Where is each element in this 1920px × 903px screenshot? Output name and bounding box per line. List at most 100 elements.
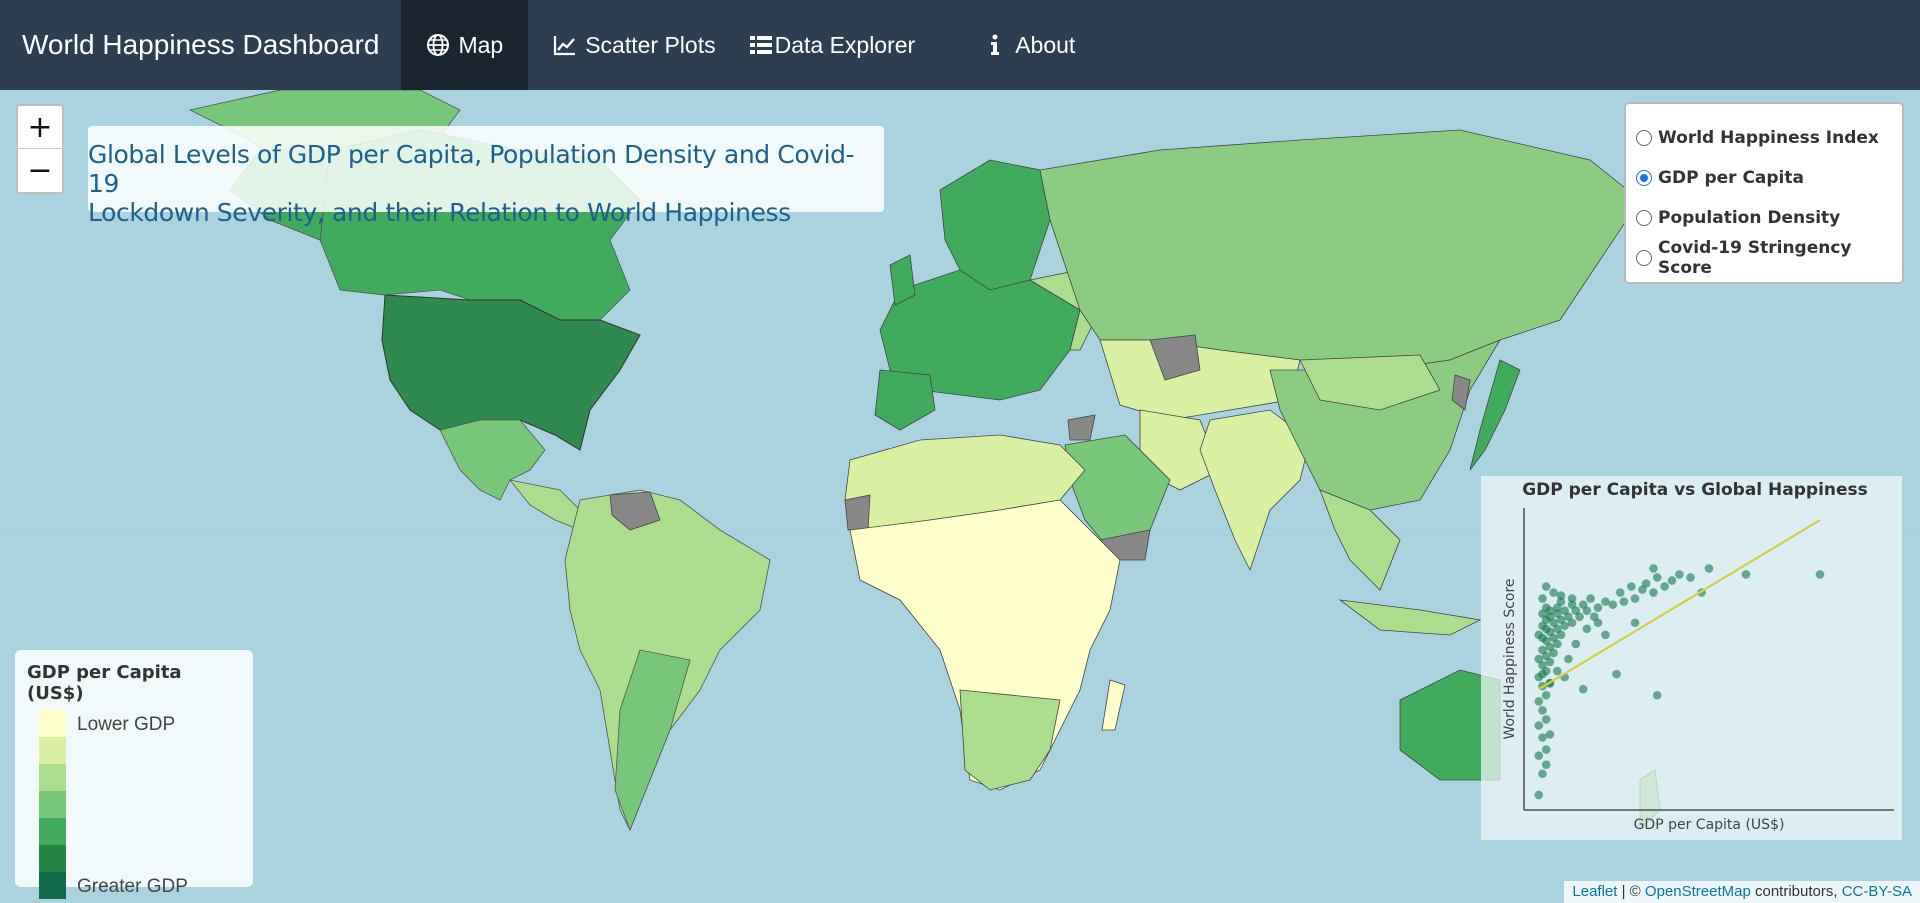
scatter-point[interactable]: [1534, 654, 1544, 664]
region-mongolia[interactable]: [1299, 354, 1441, 411]
region-russia[interactable]: [1039, 129, 1641, 371]
scatter-point[interactable]: [1564, 654, 1573, 664]
tab-about[interactable]: About: [940, 0, 1100, 90]
scatter-point[interactable]: [1541, 760, 1551, 769]
radio-button[interactable]: [1636, 130, 1652, 146]
scatter-point[interactable]: [1553, 609, 1562, 618]
scatter-point[interactable]: [1593, 603, 1603, 612]
layer-option-gdp[interactable]: GDP per Capita: [1636, 158, 1892, 198]
scatter-point[interactable]: [1815, 570, 1825, 579]
map-attribution: Leaflet | © OpenStreetMap contributors, …: [1564, 881, 1920, 903]
info-icon: [991, 34, 1000, 55]
scatter-point[interactable]: [1590, 612, 1599, 622]
region-iberia[interactable]: [874, 369, 936, 431]
scatter-point[interactable]: [1649, 588, 1658, 597]
region-scandinavia[interactable]: [939, 159, 1051, 291]
scatter-point[interactable]: [1549, 588, 1558, 597]
scatter-point[interactable]: [1567, 600, 1577, 609]
scatter-point[interactable]: [1556, 591, 1566, 600]
scatter-point[interactable]: [1741, 570, 1751, 579]
layer-option-stringency[interactable]: Covid-19 Stringency Score: [1636, 238, 1892, 278]
scatter-point[interactable]: [1686, 573, 1695, 582]
tab-scatter-plots[interactable]: Scatter Plots: [528, 0, 740, 90]
scatter-point[interactable]: [1538, 706, 1547, 715]
app-title[interactable]: World Happiness Dashboard: [22, 29, 380, 60]
scatter-point[interactable]: [1545, 730, 1555, 739]
region-mexico[interactable]: [439, 419, 546, 501]
tab-map[interactable]: Map: [401, 0, 529, 90]
scatter-point[interactable]: [1553, 666, 1562, 676]
scatter-point[interactable]: [1704, 564, 1714, 573]
scatter-point[interactable]: [1538, 669, 1547, 679]
scatter-point[interactable]: [1578, 600, 1588, 609]
leaflet-link[interactable]: Leaflet: [1572, 883, 1618, 900]
scatter-point[interactable]: [1534, 721, 1544, 730]
license-link[interactable]: CC-BY-SA: [1841, 883, 1912, 900]
scatter-point[interactable]: [1534, 751, 1544, 760]
scatter-point[interactable]: [1615, 588, 1625, 597]
scatter-point[interactable]: [1652, 573, 1662, 582]
layer-label: World Happiness Index: [1658, 128, 1879, 148]
scatter-point[interactable]: [1582, 624, 1592, 634]
scatter-point[interactable]: [1541, 690, 1551, 700]
scatter-point[interactable]: [1630, 618, 1640, 628]
scatter-point[interactable]: [1612, 669, 1621, 679]
scatter-point[interactable]: [1538, 645, 1547, 655]
region-turkmenistan[interactable]: [1149, 334, 1201, 381]
region-argentina[interactable]: [614, 649, 691, 832]
radio-button[interactable]: [1636, 210, 1652, 226]
scatter-point[interactable]: [1630, 594, 1640, 603]
scatter-point[interactable]: [1541, 603, 1551, 612]
layer-option-population[interactable]: Population Density: [1636, 198, 1892, 238]
scatter-point[interactable]: [1571, 639, 1581, 649]
tab-data-explorer[interactable]: Data Explorer: [741, 0, 941, 90]
scatter-point[interactable]: [1619, 597, 1629, 606]
region-venezuela[interactable]: [609, 491, 661, 531]
y-axis-label: World Happiness Score: [1502, 578, 1518, 739]
radio-button-selected[interactable]: [1636, 170, 1652, 186]
region-madagascar[interactable]: [1101, 679, 1126, 731]
region-north-korea[interactable]: [1451, 374, 1471, 411]
scatter-point[interactable]: [1578, 684, 1588, 694]
scatter-point[interactable]: [1601, 597, 1610, 606]
region-usa[interactable]: [381, 294, 641, 451]
scatter-point[interactable]: [1567, 594, 1577, 603]
scatter-point[interactable]: [1608, 600, 1618, 609]
scatter-point[interactable]: [1541, 745, 1551, 754]
scatter-point[interactable]: [1541, 582, 1551, 591]
scatter-point[interactable]: [1586, 594, 1595, 603]
scatter-point[interactable]: [1534, 790, 1544, 800]
scatter-point[interactable]: [1538, 733, 1547, 742]
osm-link[interactable]: OpenStreetMap: [1644, 883, 1751, 900]
region-uk[interactable]: [889, 254, 916, 306]
region-west-sahara[interactable]: [844, 494, 871, 531]
scatter-points: [1534, 564, 1825, 800]
scatter-point[interactable]: [1641, 579, 1651, 588]
scatter-point[interactable]: [1538, 769, 1547, 779]
zoom-out-button[interactable]: −: [27, 153, 53, 188]
trend-line: [1538, 519, 1821, 691]
region-southeast-asia[interactable]: [1319, 489, 1401, 591]
region-indonesia[interactable]: [1338, 599, 1482, 636]
scatter-point[interactable]: [1541, 715, 1551, 724]
scatter-point[interactable]: [1601, 630, 1610, 640]
scatter-point[interactable]: [1560, 606, 1569, 615]
scatter-point[interactable]: [1534, 630, 1544, 640]
region-syria[interactable]: [1067, 414, 1096, 441]
region-southern-africa[interactable]: [959, 689, 1061, 791]
layer-option-happiness[interactable]: World Happiness Index: [1636, 118, 1892, 158]
region-japan[interactable]: [1469, 359, 1521, 471]
legend-swatch: [39, 845, 66, 872]
scatter-point[interactable]: [1667, 576, 1677, 585]
zoom-in-button[interactable]: +: [18, 106, 62, 149]
radio-button[interactable]: [1636, 250, 1652, 266]
scatter-point[interactable]: [1649, 564, 1658, 573]
scatter-point[interactable]: [1545, 612, 1555, 622]
scatter-point[interactable]: [1538, 594, 1547, 603]
scatter-point[interactable]: [1660, 582, 1669, 591]
scatter-point[interactable]: [1534, 696, 1544, 706]
scatter-point[interactable]: [1627, 582, 1636, 591]
scatter-point[interactable]: [1556, 597, 1566, 606]
scatter-point[interactable]: [1675, 570, 1684, 579]
scatter-point[interactable]: [1652, 690, 1662, 700]
